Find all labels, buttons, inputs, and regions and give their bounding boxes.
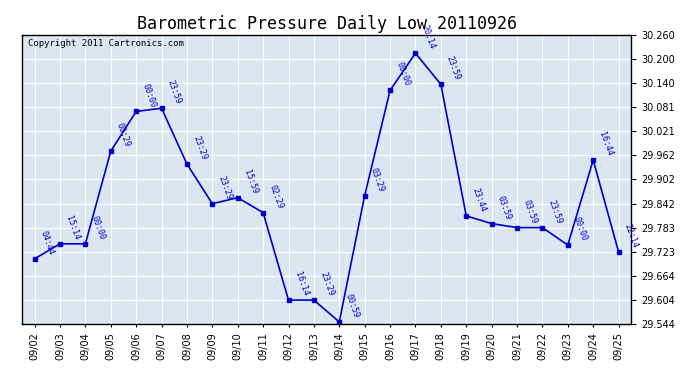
Text: 16:14: 16:14 — [293, 271, 310, 297]
Text: 23:29: 23:29 — [217, 174, 233, 201]
Text: 23:59: 23:59 — [445, 55, 462, 82]
Text: Copyright 2011 Cartronics.com: Copyright 2011 Cartronics.com — [28, 39, 184, 48]
Text: 02:29: 02:29 — [267, 183, 284, 210]
Text: 03:59: 03:59 — [521, 198, 538, 225]
Text: 00:29: 00:29 — [115, 122, 132, 148]
Text: 23:29: 23:29 — [318, 271, 335, 297]
Text: 22:14: 22:14 — [623, 222, 640, 249]
Text: 15:14: 15:14 — [64, 214, 81, 241]
Text: 23:59: 23:59 — [546, 198, 564, 225]
Text: 23:44: 23:44 — [471, 186, 487, 213]
Text: 20:14: 20:14 — [420, 24, 437, 50]
Text: 00:00: 00:00 — [140, 82, 157, 109]
Title: Barometric Pressure Daily Low 20110926: Barometric Pressure Daily Low 20110926 — [137, 15, 517, 33]
Text: 03:29: 03:29 — [369, 166, 386, 193]
Text: 03:59: 03:59 — [496, 194, 513, 221]
Text: 15:59: 15:59 — [242, 168, 259, 195]
Text: 00:00: 00:00 — [572, 216, 589, 242]
Text: 04:44: 04:44 — [39, 230, 56, 256]
Text: 00:00: 00:00 — [394, 61, 411, 88]
Text: 23:59: 23:59 — [166, 79, 183, 105]
Text: 16:44: 16:44 — [598, 130, 614, 157]
Text: 23:29: 23:29 — [191, 135, 208, 161]
Text: 00:00: 00:00 — [90, 214, 106, 241]
Text: 00:59: 00:59 — [344, 292, 360, 319]
